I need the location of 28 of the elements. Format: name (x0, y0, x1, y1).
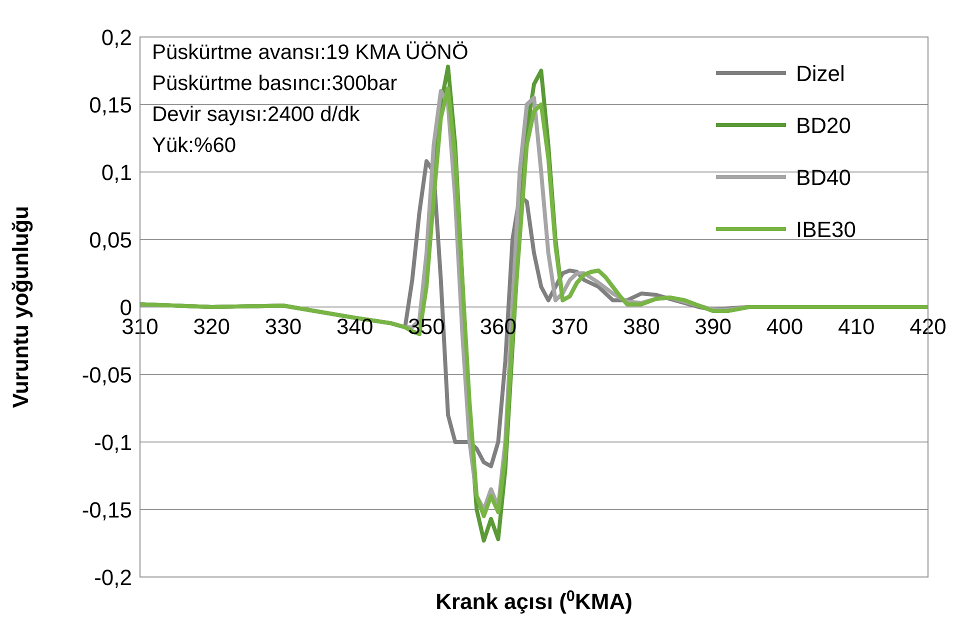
y-tick-label: -0,05 (82, 362, 132, 388)
annotation: Yük:%60 (152, 134, 236, 157)
legend-label: Dizel (796, 61, 845, 86)
x-tick-label: 370 (551, 314, 588, 339)
y-tick-label: 0,1 (101, 160, 132, 185)
y-axis-title: Vuruntu yoğunluğu (8, 206, 33, 408)
x-tick-label: 320 (193, 314, 230, 339)
y-tick-label: -0,1 (94, 430, 132, 455)
annotation: Devir sayısı:2400 d/dk (152, 103, 360, 126)
x-tick-label: 330 (264, 314, 302, 339)
legend-label: BD40 (796, 165, 852, 190)
y-tick-label: -0,2 (94, 564, 132, 590)
x-tick-label: 410 (838, 314, 875, 339)
x-tick-label: 390 (694, 314, 732, 339)
y-tick-label: -0,15 (82, 497, 132, 522)
y-tick-label: 0 (120, 294, 132, 320)
annotation: Püskürtme avansı:19 KMA ÜÖNÖ (152, 41, 468, 64)
legend-label: BD20 (796, 113, 852, 138)
annotation: Püskürtme basıncı:300bar (152, 72, 398, 95)
y-tick-label: 0,15 (89, 92, 132, 118)
x-tick-label: 380 (623, 314, 660, 339)
x-tick-label: 400 (766, 314, 804, 339)
legend-label: IBE30 (796, 217, 856, 242)
x-tick-label: 420 (910, 314, 946, 339)
x-tick-label: 340 (336, 314, 374, 339)
x-axis-title: Krank açısı ($^{0}$KMA) (436, 588, 632, 614)
y-tick-label: 0,2 (101, 24, 132, 50)
y-tick-label: 0,05 (89, 227, 132, 252)
